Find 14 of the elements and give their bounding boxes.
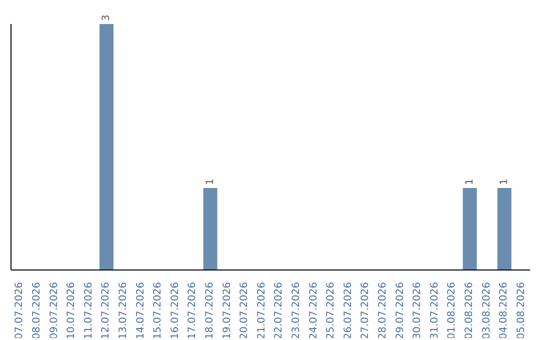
x-tick-label: 18.07.2026 [204,282,216,340]
x-tick-label: 14.07.2026 [135,282,146,340]
data-label: 3 [101,14,112,21]
data-label: 1 [204,178,216,185]
x-tick-label: 10.07.2026 [66,282,78,340]
x-tick-label: 13.07.2026 [118,282,129,340]
x-tick-label: 15.07.2026 [152,282,164,340]
x-tick-label: 17.07.2026 [187,282,198,340]
x-tick-label: 19.07.2026 [222,282,233,340]
data-label: 1 [464,178,476,185]
data-label: 1 [498,178,510,185]
x-tick-label: 12.07.2026 [100,282,112,340]
x-tick-label: 16.07.2026 [170,282,181,340]
x-tick-label: 11.07.2026 [83,282,94,340]
